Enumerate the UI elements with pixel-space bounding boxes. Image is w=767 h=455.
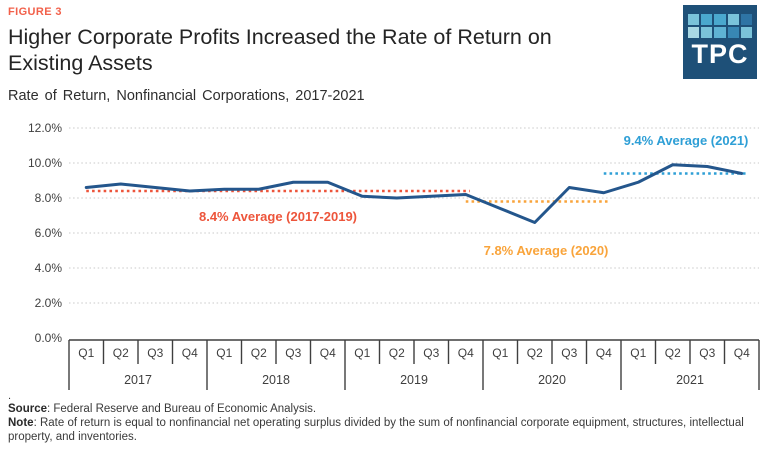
year-tick-label: 2021 — [676, 373, 704, 387]
stray-period: . — [8, 390, 12, 402]
year-tick-label: 2019 — [400, 373, 428, 387]
y-axis-tick-label: 6.0% — [35, 226, 63, 240]
y-axis-tick-label: 4.0% — [35, 261, 63, 275]
quarter-tick-label: Q3 — [423, 346, 439, 360]
quarter-tick-label: Q1 — [354, 346, 370, 360]
tpc-logo-squares — [688, 14, 752, 38]
quarter-tick-label: Q3 — [561, 346, 577, 360]
rate-of-return-line — [84, 163, 744, 224]
figure-label: FIGURE 3 — [8, 6, 62, 18]
tpc-logo: TPC — [683, 5, 757, 79]
method-note: Note: Rate of return is equal to nonfina… — [8, 417, 755, 444]
y-axis-tick-label: 8.0% — [35, 191, 63, 205]
logo-square — [701, 14, 713, 25]
quarter-tick-label: Q4 — [734, 346, 750, 360]
quarter-tick-label: Q4 — [320, 346, 336, 360]
logo-square — [740, 27, 752, 38]
quarter-tick-label: Q4 — [458, 346, 474, 360]
source-label: Source — [8, 403, 47, 415]
quarter-tick-label: Q1 — [216, 346, 232, 360]
quarter-tick-label: Q3 — [147, 346, 163, 360]
average-label: 8.4% Average (2017-2019) — [199, 209, 357, 224]
quarter-tick-label: Q1 — [492, 346, 508, 360]
quarter-tick-label: Q2 — [389, 346, 405, 360]
quarter-tick-label: Q2 — [665, 346, 681, 360]
logo-square — [688, 14, 700, 25]
logo-square — [727, 27, 739, 38]
logo-square — [740, 14, 752, 25]
quarter-tick-label: Q4 — [182, 346, 198, 360]
source-note: Source: Federal Reserve and Bureau of Ec… — [8, 403, 316, 415]
quarter-tick-label: Q3 — [699, 346, 715, 360]
quarter-tick-label: Q2 — [113, 346, 129, 360]
note-label: Note — [8, 417, 34, 429]
logo-square — [714, 27, 726, 38]
logo-square — [727, 14, 739, 25]
quarter-tick-label: Q1 — [630, 346, 646, 360]
year-tick-label: 2020 — [538, 373, 566, 387]
average-label: 9.4% Average (2021) — [624, 133, 749, 148]
logo-square — [701, 27, 713, 38]
y-axis-tick-label: 10.0% — [28, 156, 62, 170]
page-title: Higher Corporate Profits Increased the R… — [8, 25, 552, 76]
tpc-logo-text: TPC — [691, 39, 749, 69]
logo-square — [714, 14, 726, 25]
y-axis-tick-label: 0.0% — [35, 331, 63, 345]
rate-of-return-line-chart: 0.0% 2.0% 4.0% 6.0% 8.0% 10.0% 12.0% 8.4% Avera… — [28, 121, 760, 390]
source-text: : Federal Reserve and Bureau of Economic… — [47, 403, 317, 415]
logo-square — [688, 27, 700, 38]
quarter-tick-label: Q2 — [251, 346, 267, 360]
y-axis-tick-label: 12.0% — [28, 121, 62, 135]
note-text: : Rate of return is equal to nonfinancia… — [8, 417, 744, 443]
quarter-tick-label: Q2 — [527, 346, 543, 360]
y-axis-tick-label: 2.0% — [35, 296, 63, 310]
quarter-tick-label: Q3 — [285, 346, 301, 360]
chart-subtitle: Rate of Return, Nonfinancial Corporation… — [8, 88, 365, 104]
year-tick-label: 2017 — [124, 373, 152, 387]
quarter-tick-label: Q1 — [78, 346, 94, 360]
year-tick-label: 2018 — [262, 373, 290, 387]
average-label: 7.8% Average (2020) — [484, 243, 609, 258]
quarter-tick-label: Q4 — [596, 346, 612, 360]
